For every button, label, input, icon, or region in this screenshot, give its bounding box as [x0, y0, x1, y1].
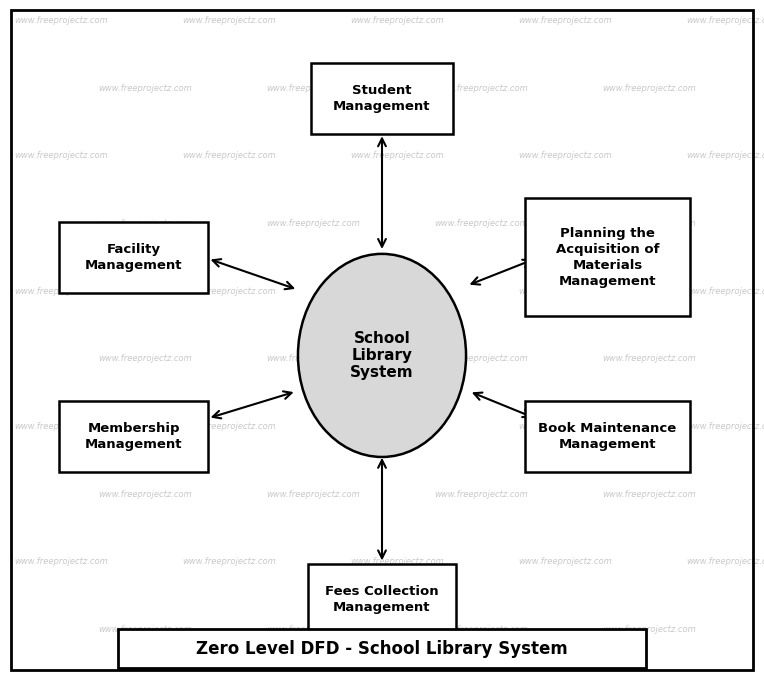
- Text: www.freeprojectz.com: www.freeprojectz.com: [687, 16, 764, 25]
- Text: www.freeprojectz.com: www.freeprojectz.com: [603, 219, 696, 228]
- Text: www.freeprojectz.com: www.freeprojectz.com: [15, 557, 108, 567]
- Text: www.freeprojectz.com: www.freeprojectz.com: [519, 557, 612, 567]
- Text: www.freeprojectz.com: www.freeprojectz.com: [15, 422, 108, 431]
- Text: www.freeprojectz.com: www.freeprojectz.com: [183, 557, 276, 567]
- Text: www.freeprojectz.com: www.freeprojectz.com: [351, 16, 444, 25]
- Text: www.freeprojectz.com: www.freeprojectz.com: [351, 286, 444, 296]
- Text: www.freeprojectz.com: www.freeprojectz.com: [519, 286, 612, 296]
- Text: www.freeprojectz.com: www.freeprojectz.com: [435, 489, 528, 499]
- Bar: [59, 222, 208, 292]
- Text: www.freeprojectz.com: www.freeprojectz.com: [267, 489, 360, 499]
- Bar: [59, 401, 208, 473]
- Text: www.freeprojectz.com: www.freeprojectz.com: [15, 151, 108, 160]
- Text: www.freeprojectz.com: www.freeprojectz.com: [687, 422, 764, 431]
- Text: www.freeprojectz.com: www.freeprojectz.com: [99, 625, 192, 634]
- Text: www.freeprojectz.com: www.freeprojectz.com: [435, 83, 528, 93]
- Text: Book Maintenance
Management: Book Maintenance Management: [539, 422, 676, 451]
- Text: www.freeprojectz.com: www.freeprojectz.com: [687, 286, 764, 296]
- Text: www.freeprojectz.com: www.freeprojectz.com: [267, 219, 360, 228]
- Text: www.freeprojectz.com: www.freeprojectz.com: [603, 489, 696, 499]
- Text: Student
Management: Student Management: [333, 84, 431, 112]
- Bar: [526, 401, 690, 473]
- Bar: [312, 62, 452, 133]
- Text: www.freeprojectz.com: www.freeprojectz.com: [183, 151, 276, 160]
- Text: School
Library
System: School Library System: [350, 330, 414, 380]
- Text: www.freeprojectz.com: www.freeprojectz.com: [183, 16, 276, 25]
- Text: www.freeprojectz.com: www.freeprojectz.com: [351, 422, 444, 431]
- Text: www.freeprojectz.com: www.freeprojectz.com: [267, 83, 360, 93]
- Text: Fees Collection
Management: Fees Collection Management: [325, 585, 439, 613]
- Text: www.freeprojectz.com: www.freeprojectz.com: [351, 151, 444, 160]
- Text: www.freeprojectz.com: www.freeprojectz.com: [183, 286, 276, 296]
- Bar: [307, 563, 456, 635]
- Bar: [526, 198, 690, 316]
- Text: www.freeprojectz.com: www.freeprojectz.com: [687, 151, 764, 160]
- Text: www.freeprojectz.com: www.freeprojectz.com: [183, 422, 276, 431]
- Ellipse shape: [298, 254, 466, 457]
- Text: www.freeprojectz.com: www.freeprojectz.com: [687, 557, 764, 567]
- Text: www.freeprojectz.com: www.freeprojectz.com: [99, 489, 192, 499]
- Text: www.freeprojectz.com: www.freeprojectz.com: [99, 219, 192, 228]
- Text: www.freeprojectz.com: www.freeprojectz.com: [267, 354, 360, 364]
- Text: Zero Level DFD - School Library System: Zero Level DFD - School Library System: [196, 640, 568, 657]
- Text: www.freeprojectz.com: www.freeprojectz.com: [435, 219, 528, 228]
- Text: www.freeprojectz.com: www.freeprojectz.com: [351, 557, 444, 567]
- Text: www.freeprojectz.com: www.freeprojectz.com: [519, 151, 612, 160]
- Text: www.freeprojectz.com: www.freeprojectz.com: [435, 625, 528, 634]
- Text: www.freeprojectz.com: www.freeprojectz.com: [15, 286, 108, 296]
- Bar: [118, 629, 646, 668]
- Text: www.freeprojectz.com: www.freeprojectz.com: [99, 83, 192, 93]
- Text: www.freeprojectz.com: www.freeprojectz.com: [519, 16, 612, 25]
- Text: www.freeprojectz.com: www.freeprojectz.com: [435, 354, 528, 364]
- Text: www.freeprojectz.com: www.freeprojectz.com: [603, 354, 696, 364]
- Text: www.freeprojectz.com: www.freeprojectz.com: [603, 625, 696, 634]
- Text: Facility
Management: Facility Management: [85, 243, 183, 271]
- Text: www.freeprojectz.com: www.freeprojectz.com: [603, 83, 696, 93]
- Text: www.freeprojectz.com: www.freeprojectz.com: [519, 422, 612, 431]
- Text: www.freeprojectz.com: www.freeprojectz.com: [15, 16, 108, 25]
- Text: www.freeprojectz.com: www.freeprojectz.com: [99, 354, 192, 364]
- Text: www.freeprojectz.com: www.freeprojectz.com: [267, 625, 360, 634]
- Text: Planning the
Acquisition of
Materials
Management: Planning the Acquisition of Materials Ma…: [555, 227, 659, 288]
- Text: Membership
Management: Membership Management: [85, 422, 183, 451]
